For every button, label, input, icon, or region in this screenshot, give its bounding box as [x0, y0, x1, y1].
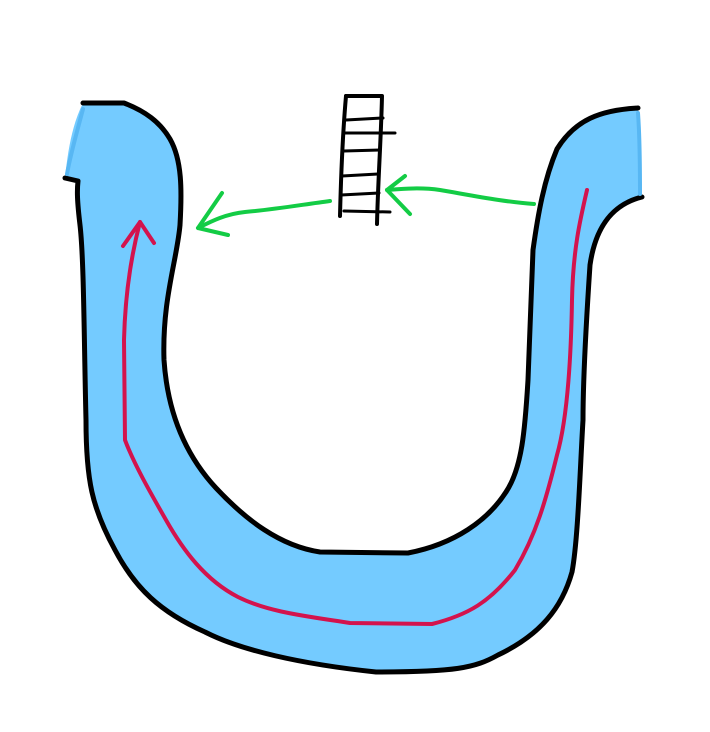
- flow-arrow: [121, 188, 589, 626]
- shortcut-arrow-left-segment: [196, 199, 332, 230]
- ladder-right-rail: [344, 94, 384, 226]
- shortcut-arrow-right-segment: [385, 186, 536, 206]
- ladder-rung: [339, 191, 381, 197]
- shortcut-arrowhead: [196, 191, 230, 237]
- ladder-rung: [342, 209, 392, 214]
- ladder-rung: [340, 172, 380, 178]
- channel-inner-outline: [80, 100, 641, 556]
- channel-fill: [65, 103, 642, 672]
- shortcut-arrow-middle-head: [385, 174, 412, 216]
- shortcut-arrow: [196, 174, 536, 237]
- ladder-rung: [342, 148, 382, 153]
- ladder-rung: [344, 116, 385, 122]
- flow-arrow-line: [122, 188, 589, 626]
- ladder-left-rail: [338, 94, 348, 218]
- channel-right-open-edge: [636, 111, 642, 196]
- u-shaped-channel: [62, 100, 645, 675]
- channel-outer-outline: [62, 175, 645, 675]
- channel-left-open-edge: [65, 107, 85, 176]
- barrier-ladder: [338, 94, 397, 226]
- flow-arrowhead: [121, 220, 156, 248]
